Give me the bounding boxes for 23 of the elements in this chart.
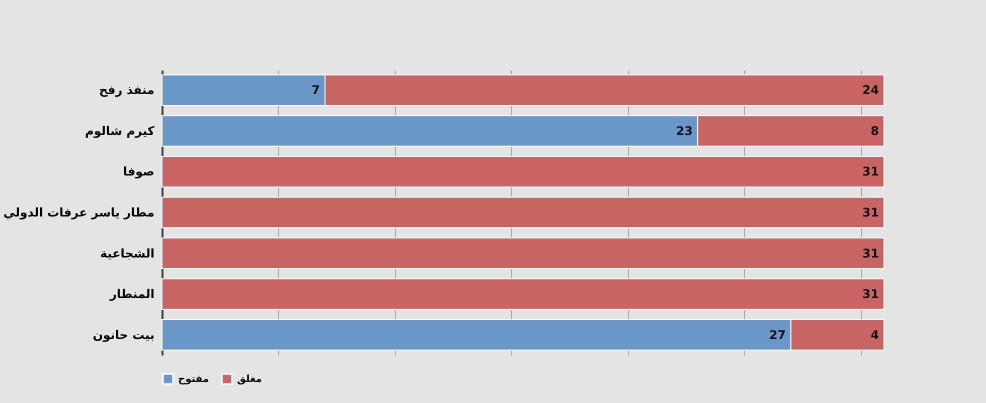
data-label: 27 (769, 328, 786, 342)
y-tick-label: كيرم شالوم (85, 124, 155, 138)
y-tick-label: مطار ياسر عرفات الدولي (3, 206, 154, 220)
data-label: 31 (862, 164, 879, 179)
data-label: 23 (676, 124, 693, 138)
bar (162, 196, 884, 228)
y-tick-label: بيت حانون (92, 328, 154, 342)
bar (162, 237, 884, 270)
y-tick-label: المنطار (108, 287, 154, 302)
y-tick-label: الشجاعية (100, 246, 154, 260)
data-label: 4 (870, 328, 879, 342)
bar (162, 278, 884, 310)
data-label: 31 (862, 287, 879, 302)
y-tick-label: صوفا (123, 164, 154, 179)
data-label: 31 (862, 206, 879, 220)
data-label: 8 (870, 124, 879, 138)
legend-label: مفتوح (178, 374, 209, 385)
data-label: 24 (862, 83, 879, 98)
y-tick-label: منفذ رفح (99, 83, 154, 98)
bar (162, 156, 884, 188)
legend-label: مغلق (237, 374, 262, 385)
data-label: 31 (862, 246, 879, 260)
data-label: 7 (312, 83, 320, 98)
